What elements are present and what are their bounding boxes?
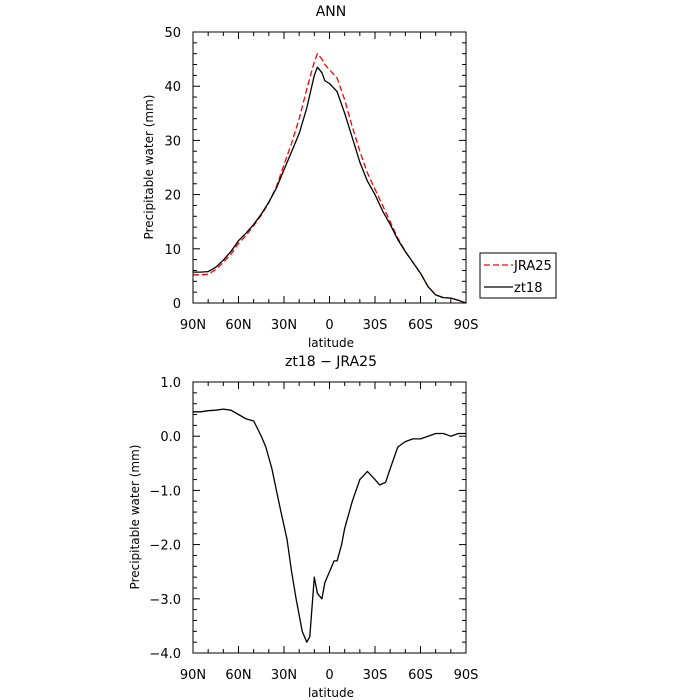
x-tick-label: 60S [408, 318, 433, 333]
legend-box [479, 252, 557, 299]
chart-title: ANN [316, 4, 347, 20]
x-tick-label: 90N [180, 318, 206, 333]
x-tick-label: 30S [363, 318, 388, 333]
y-tick-label: 0.0 [160, 430, 181, 445]
series-line-difference [193, 408, 466, 643]
x-tick-label: 90S [454, 668, 479, 683]
x-tick-label: 90N [180, 668, 206, 683]
x-tick-label: 30N [271, 318, 297, 333]
legend-label-jra25: JRA25 [513, 259, 552, 274]
y-axis-label: Precipitable water (mm) [128, 445, 142, 590]
x-tick-label: 30N [271, 668, 297, 683]
x-tick-label: 60N [225, 668, 251, 683]
x-tick-label: 0 [325, 318, 333, 333]
y-tick-label: −4.0 [149, 647, 181, 662]
chart-title: zt18 − JRA25 [285, 354, 377, 370]
series-layer [193, 408, 466, 643]
legend-label-zt18: zt18 [514, 281, 542, 296]
y-tick-label: 40 [164, 80, 181, 95]
panel-annual: ANN 90N 60N 30N 0 30S 60S 90S 0 10 20 30 40 50 Preci… [142, 4, 557, 350]
x-tick-label: 90S [454, 318, 479, 333]
plot-frame [192, 31, 467, 304]
y-tick-label: 1.0 [160, 376, 181, 391]
series-line-zt18 [193, 66, 467, 304]
panel-difference: zt18 − JRA25 90N 60N 30N 0 30S 60S 90S 1.0 0.0 −1… [128, 354, 478, 700]
y-tick-label: 30 [164, 134, 181, 149]
y-tick-label: 50 [164, 26, 181, 41]
y-tick-label: 20 [164, 189, 181, 204]
y-tick-label: −2.0 [149, 539, 181, 554]
y-tick-label: −3.0 [149, 593, 181, 608]
plot-frame [192, 381, 467, 654]
y-tick-label: 10 [164, 243, 181, 258]
x-tick-label: 30S [363, 668, 388, 683]
y-tick-label: −1.0 [149, 484, 181, 499]
series-layer [193, 53, 467, 304]
legend: JRA25 zt18 [479, 252, 557, 299]
y-tick-label: 0 [173, 297, 181, 312]
x-tick-label: 60S [408, 668, 433, 683]
x-axis-label: latitude [308, 336, 354, 350]
x-tick-label: 0 [325, 668, 333, 683]
series-line-jra25 [193, 53, 467, 304]
x-axis-label: latitude [308, 686, 354, 700]
y-axis-label: Precipitable water (mm) [142, 95, 156, 240]
ticks-layer: 90N 60N 30N 0 30S 60S 90S 1.0 0.0 −1.0 −2.0 −3.0 −4.… [149, 376, 478, 683]
ticks-layer: 90N 60N 30N 0 30S 60S 90S 0 10 20 30 40 50 [164, 26, 478, 333]
x-tick-label: 60N [225, 318, 251, 333]
